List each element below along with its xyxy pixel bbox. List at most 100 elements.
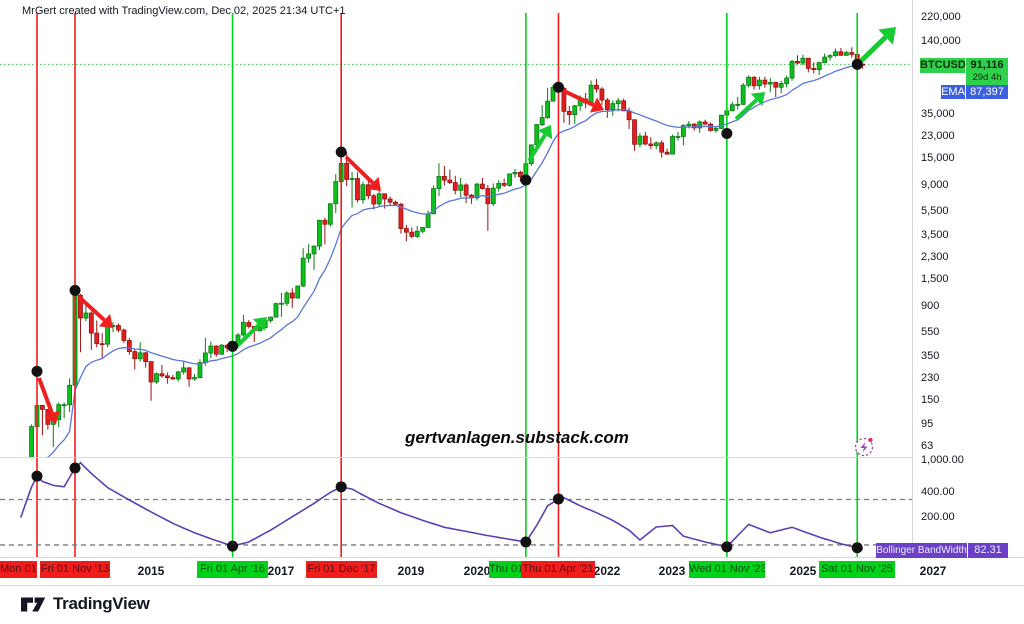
trend-arrow-shaft (234, 323, 261, 349)
price-axis-label: 150 (921, 394, 940, 407)
trend-arrow-head (366, 176, 381, 191)
event-dot-price (851, 58, 863, 70)
ema-badge-value: 87,397 (966, 85, 1008, 99)
candle-body (800, 57, 806, 64)
candle-body (827, 55, 833, 58)
candle-body (637, 135, 643, 145)
candle-body (599, 88, 605, 101)
candle-body (170, 377, 176, 380)
candle-body (61, 404, 67, 407)
bar-countdown: 29d 4h (972, 72, 1002, 83)
candle-body (317, 219, 322, 247)
price-axis-label: 95 (921, 418, 934, 431)
price-axis-label: 230 (921, 371, 940, 384)
candle-body (327, 203, 333, 225)
candle-body (784, 77, 790, 84)
trend-arrow-shaft (734, 98, 758, 121)
candle-body (431, 188, 436, 215)
candle-body (105, 325, 111, 345)
symbol-badge: BTCUSD (920, 58, 966, 73)
bbw-polyline (19, 461, 863, 550)
candle-body (154, 373, 159, 383)
time-axis[interactable]: 2015 2017 2019 2020 2022 2023 2025 2027 Mon 01 Fr… (0, 558, 1024, 585)
candle-body (284, 292, 290, 304)
flash-marker-icon[interactable] (854, 437, 874, 457)
date-badge: Wed 01 Nov '23 (689, 561, 765, 578)
event-dot-price (335, 146, 347, 158)
trend-arrow-head (750, 92, 765, 107)
candle-body (393, 201, 398, 205)
lightning-bolt-icon (860, 442, 868, 453)
candle-body (675, 136, 681, 138)
candle-body (534, 124, 540, 146)
price-axis-label: 23,000 (921, 129, 955, 142)
tradingview-logo[interactable]: TradingView (20, 594, 150, 614)
bollinger-bandwidth-badge-label: Bollinger BandWidth (876, 543, 967, 558)
ema-badge-label: EMA (941, 85, 965, 99)
candle-body (626, 110, 632, 121)
trend-arrow-head (589, 97, 604, 113)
candle-body (588, 84, 594, 104)
candle-body (425, 213, 431, 228)
trend-arrow-shaft (563, 89, 595, 107)
date-badge: Mon 01 (0, 561, 37, 578)
event-dot-bbw (335, 481, 347, 493)
candle-body (355, 178, 360, 201)
ema-polyline (47, 65, 863, 457)
price-axis-label: 550 (921, 326, 940, 339)
candle-body (420, 227, 426, 232)
candle-body (474, 183, 480, 199)
candle-body (604, 99, 610, 111)
candle-body (767, 82, 773, 85)
candle-body (795, 60, 800, 64)
candle-body (398, 203, 404, 229)
candle-body (805, 57, 811, 69)
last-price-value: 91,116 (970, 59, 1004, 71)
price-axis-label: 35,000 (921, 107, 955, 120)
candle-body (735, 103, 741, 106)
trend-arrow-head (537, 125, 553, 140)
trend-arrow-shaft (859, 35, 888, 63)
candle-body (436, 176, 442, 190)
candle-body (713, 127, 719, 131)
pane-separator[interactable] (0, 457, 1024, 458)
candle-body (289, 292, 295, 299)
candle-body (143, 352, 149, 362)
candle-body (322, 219, 328, 225)
candle-body (40, 405, 45, 410)
price-axis-label: 350 (921, 349, 940, 362)
event-dot-price (520, 174, 532, 186)
trend-arrow-shaft (37, 377, 54, 414)
bollinger-bandwidth-pane (0, 461, 912, 550)
candle-body (311, 245, 317, 255)
candle-body (344, 162, 350, 180)
event-dot-bbw (851, 542, 863, 554)
year-label: 2022 (593, 564, 621, 578)
candle-body (94, 332, 100, 345)
event-dot-bbw (552, 493, 564, 505)
candle-body (88, 312, 94, 334)
bollinger-bandwidth-badge-value: 82.31 (968, 543, 1008, 558)
year-label: 2015 (137, 564, 165, 578)
candle-body (838, 51, 844, 56)
ema-line (47, 65, 863, 457)
candle-body (833, 51, 838, 57)
axis-separator (912, 0, 913, 585)
candle-body (686, 123, 692, 126)
event-dot-price (721, 127, 733, 139)
event-dot-bbw (721, 541, 733, 553)
candle-body (572, 105, 578, 116)
tradingview-logo-icon (21, 597, 46, 611)
candle-body (175, 371, 181, 380)
bottom-separator (0, 585, 1024, 586)
year-label: 2027 (919, 564, 947, 578)
candle-body (241, 322, 246, 336)
candle-body (642, 135, 648, 145)
last-price-badge: 91,116 29d 4h (966, 58, 1008, 85)
date-badge: Fri 01 Apr '16 (197, 561, 268, 578)
candle-body (653, 142, 659, 147)
candle-body (507, 173, 512, 186)
candle-body (789, 60, 795, 79)
